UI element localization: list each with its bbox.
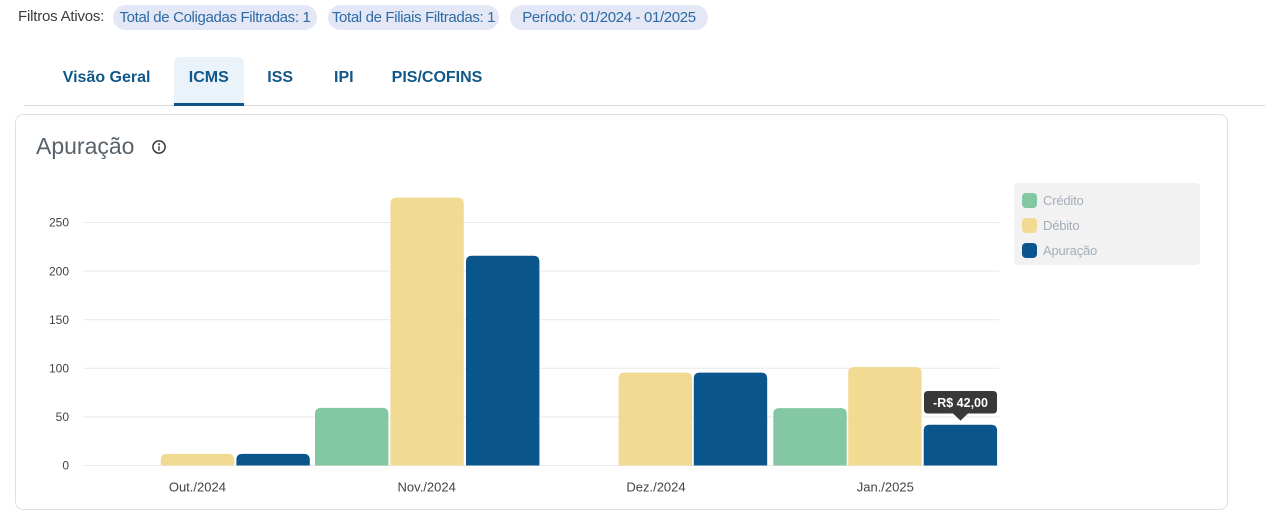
svg-text:250: 250 bbox=[49, 216, 69, 230]
svg-text:100: 100 bbox=[49, 362, 69, 376]
svg-text:-R$ 42,00: -R$ 42,00 bbox=[933, 396, 988, 410]
svg-text:200: 200 bbox=[49, 264, 69, 278]
svg-text:150: 150 bbox=[49, 313, 69, 327]
svg-text:0: 0 bbox=[62, 459, 69, 473]
svg-text:Nov./2024: Nov./2024 bbox=[398, 480, 456, 495]
svg-text:Jan./2025: Jan./2025 bbox=[857, 480, 914, 495]
svg-text:Dez./2024: Dez./2024 bbox=[626, 480, 685, 495]
svg-text:Out./2024: Out./2024 bbox=[169, 480, 226, 495]
svg-text:50: 50 bbox=[56, 410, 70, 424]
